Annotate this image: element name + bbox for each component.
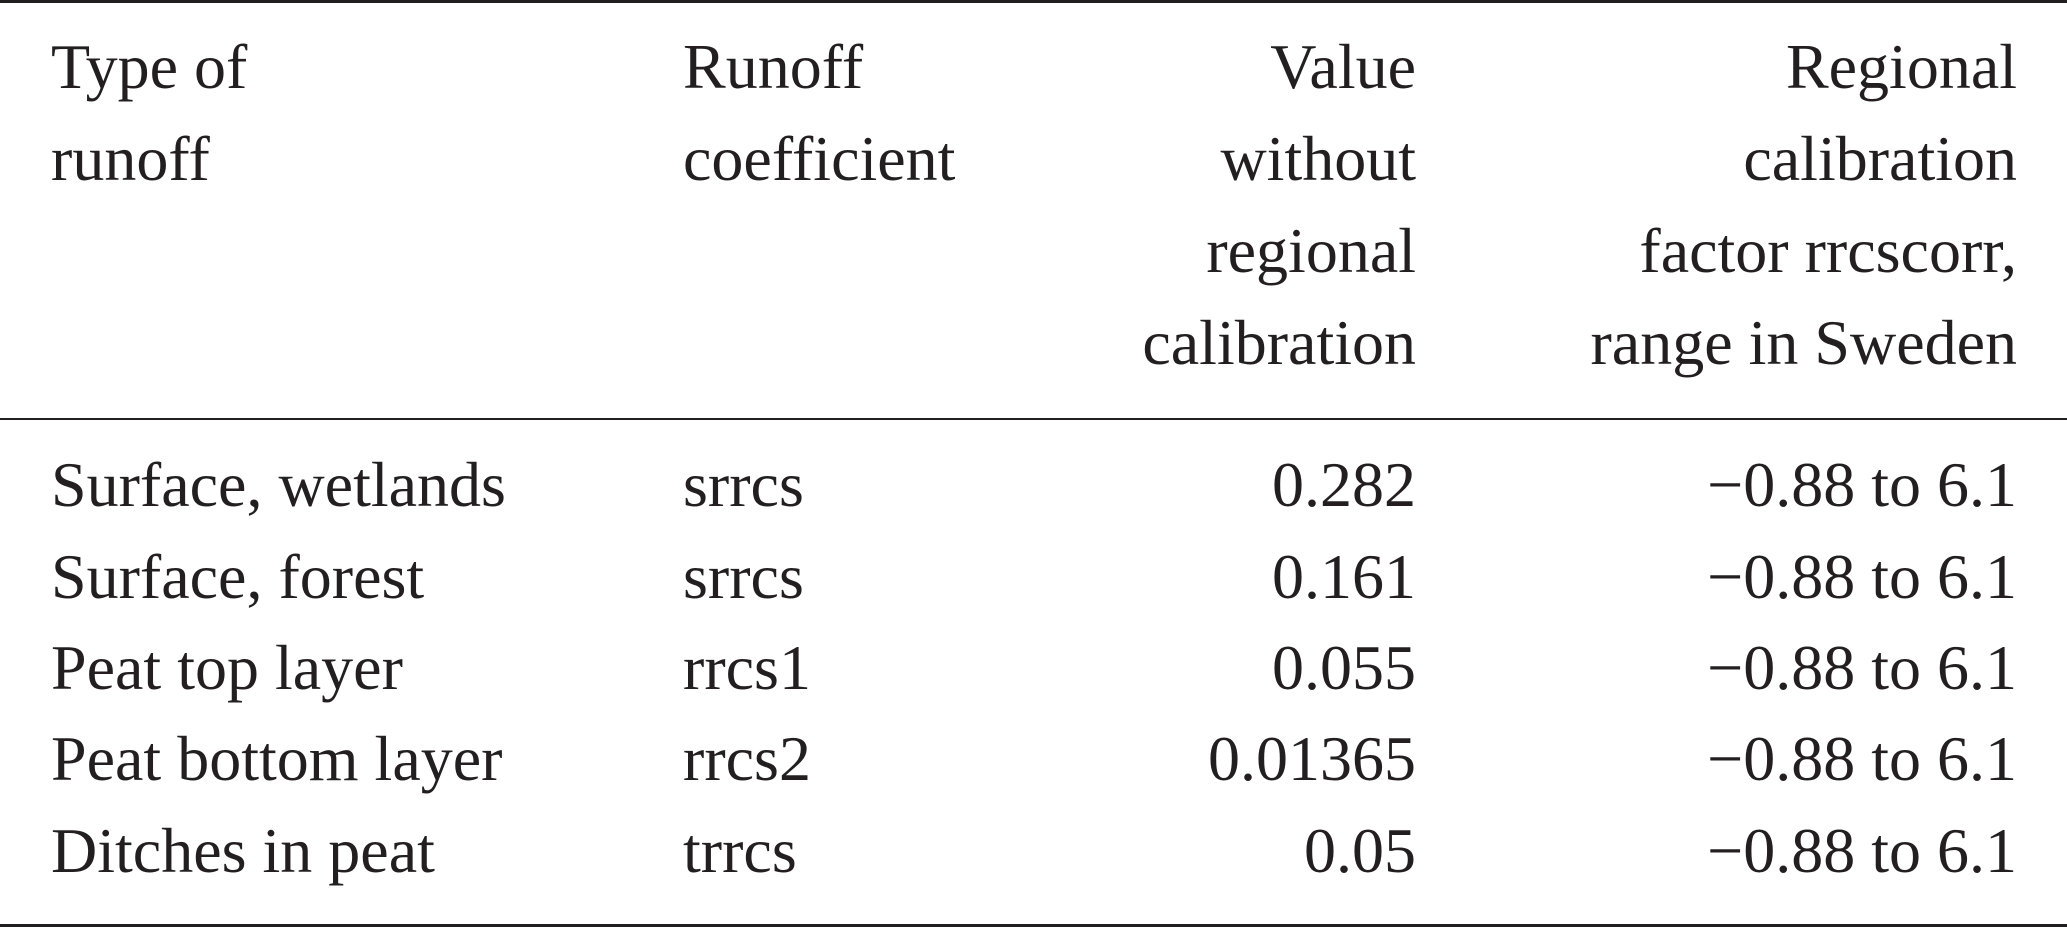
cell-range: −0.88 to 6.1	[1707, 541, 2017, 612]
header-regional-calibration-factor: Regional calibration factor rrcscorr, ra…	[1590, 31, 2017, 378]
top-rule	[0, 0, 2067, 3]
cell-coefficient: rrcs1	[683, 632, 811, 703]
cell-coefficient: rrcs2	[683, 723, 811, 794]
cell-value: 0.01365	[1208, 723, 1416, 794]
cell-type: Surface, forest	[51, 541, 425, 612]
header-type-of-runoff: Type of runoff	[51, 31, 248, 194]
cell-coefficient: trrcs	[683, 815, 797, 886]
header-value-without-calibration: Value without regional calibration	[1142, 31, 1416, 378]
cell-range: −0.88 to 6.1	[1707, 815, 2017, 886]
cell-type: Peat bottom layer	[51, 723, 503, 794]
cell-range: −0.88 to 6.1	[1707, 723, 2017, 794]
cell-type: Surface, wetlands	[51, 449, 506, 520]
cell-value: 0.055	[1272, 632, 1416, 703]
cell-type: Ditches in peat	[51, 815, 435, 886]
cell-type: Peat top layer	[51, 632, 403, 703]
cell-coefficient: srrcs	[683, 449, 804, 520]
cell-coefficient: srrcs	[683, 541, 804, 612]
cell-value: 0.282	[1272, 449, 1416, 520]
header-rule	[0, 418, 2067, 420]
header-runoff-coefficient: Runoff coefficient	[683, 31, 956, 194]
cell-value: 0.05	[1304, 815, 1416, 886]
cell-value: 0.161	[1272, 541, 1416, 612]
bottom-rule	[0, 924, 2067, 927]
cell-range: −0.88 to 6.1	[1707, 449, 2017, 520]
cell-range: −0.88 to 6.1	[1707, 632, 2017, 703]
